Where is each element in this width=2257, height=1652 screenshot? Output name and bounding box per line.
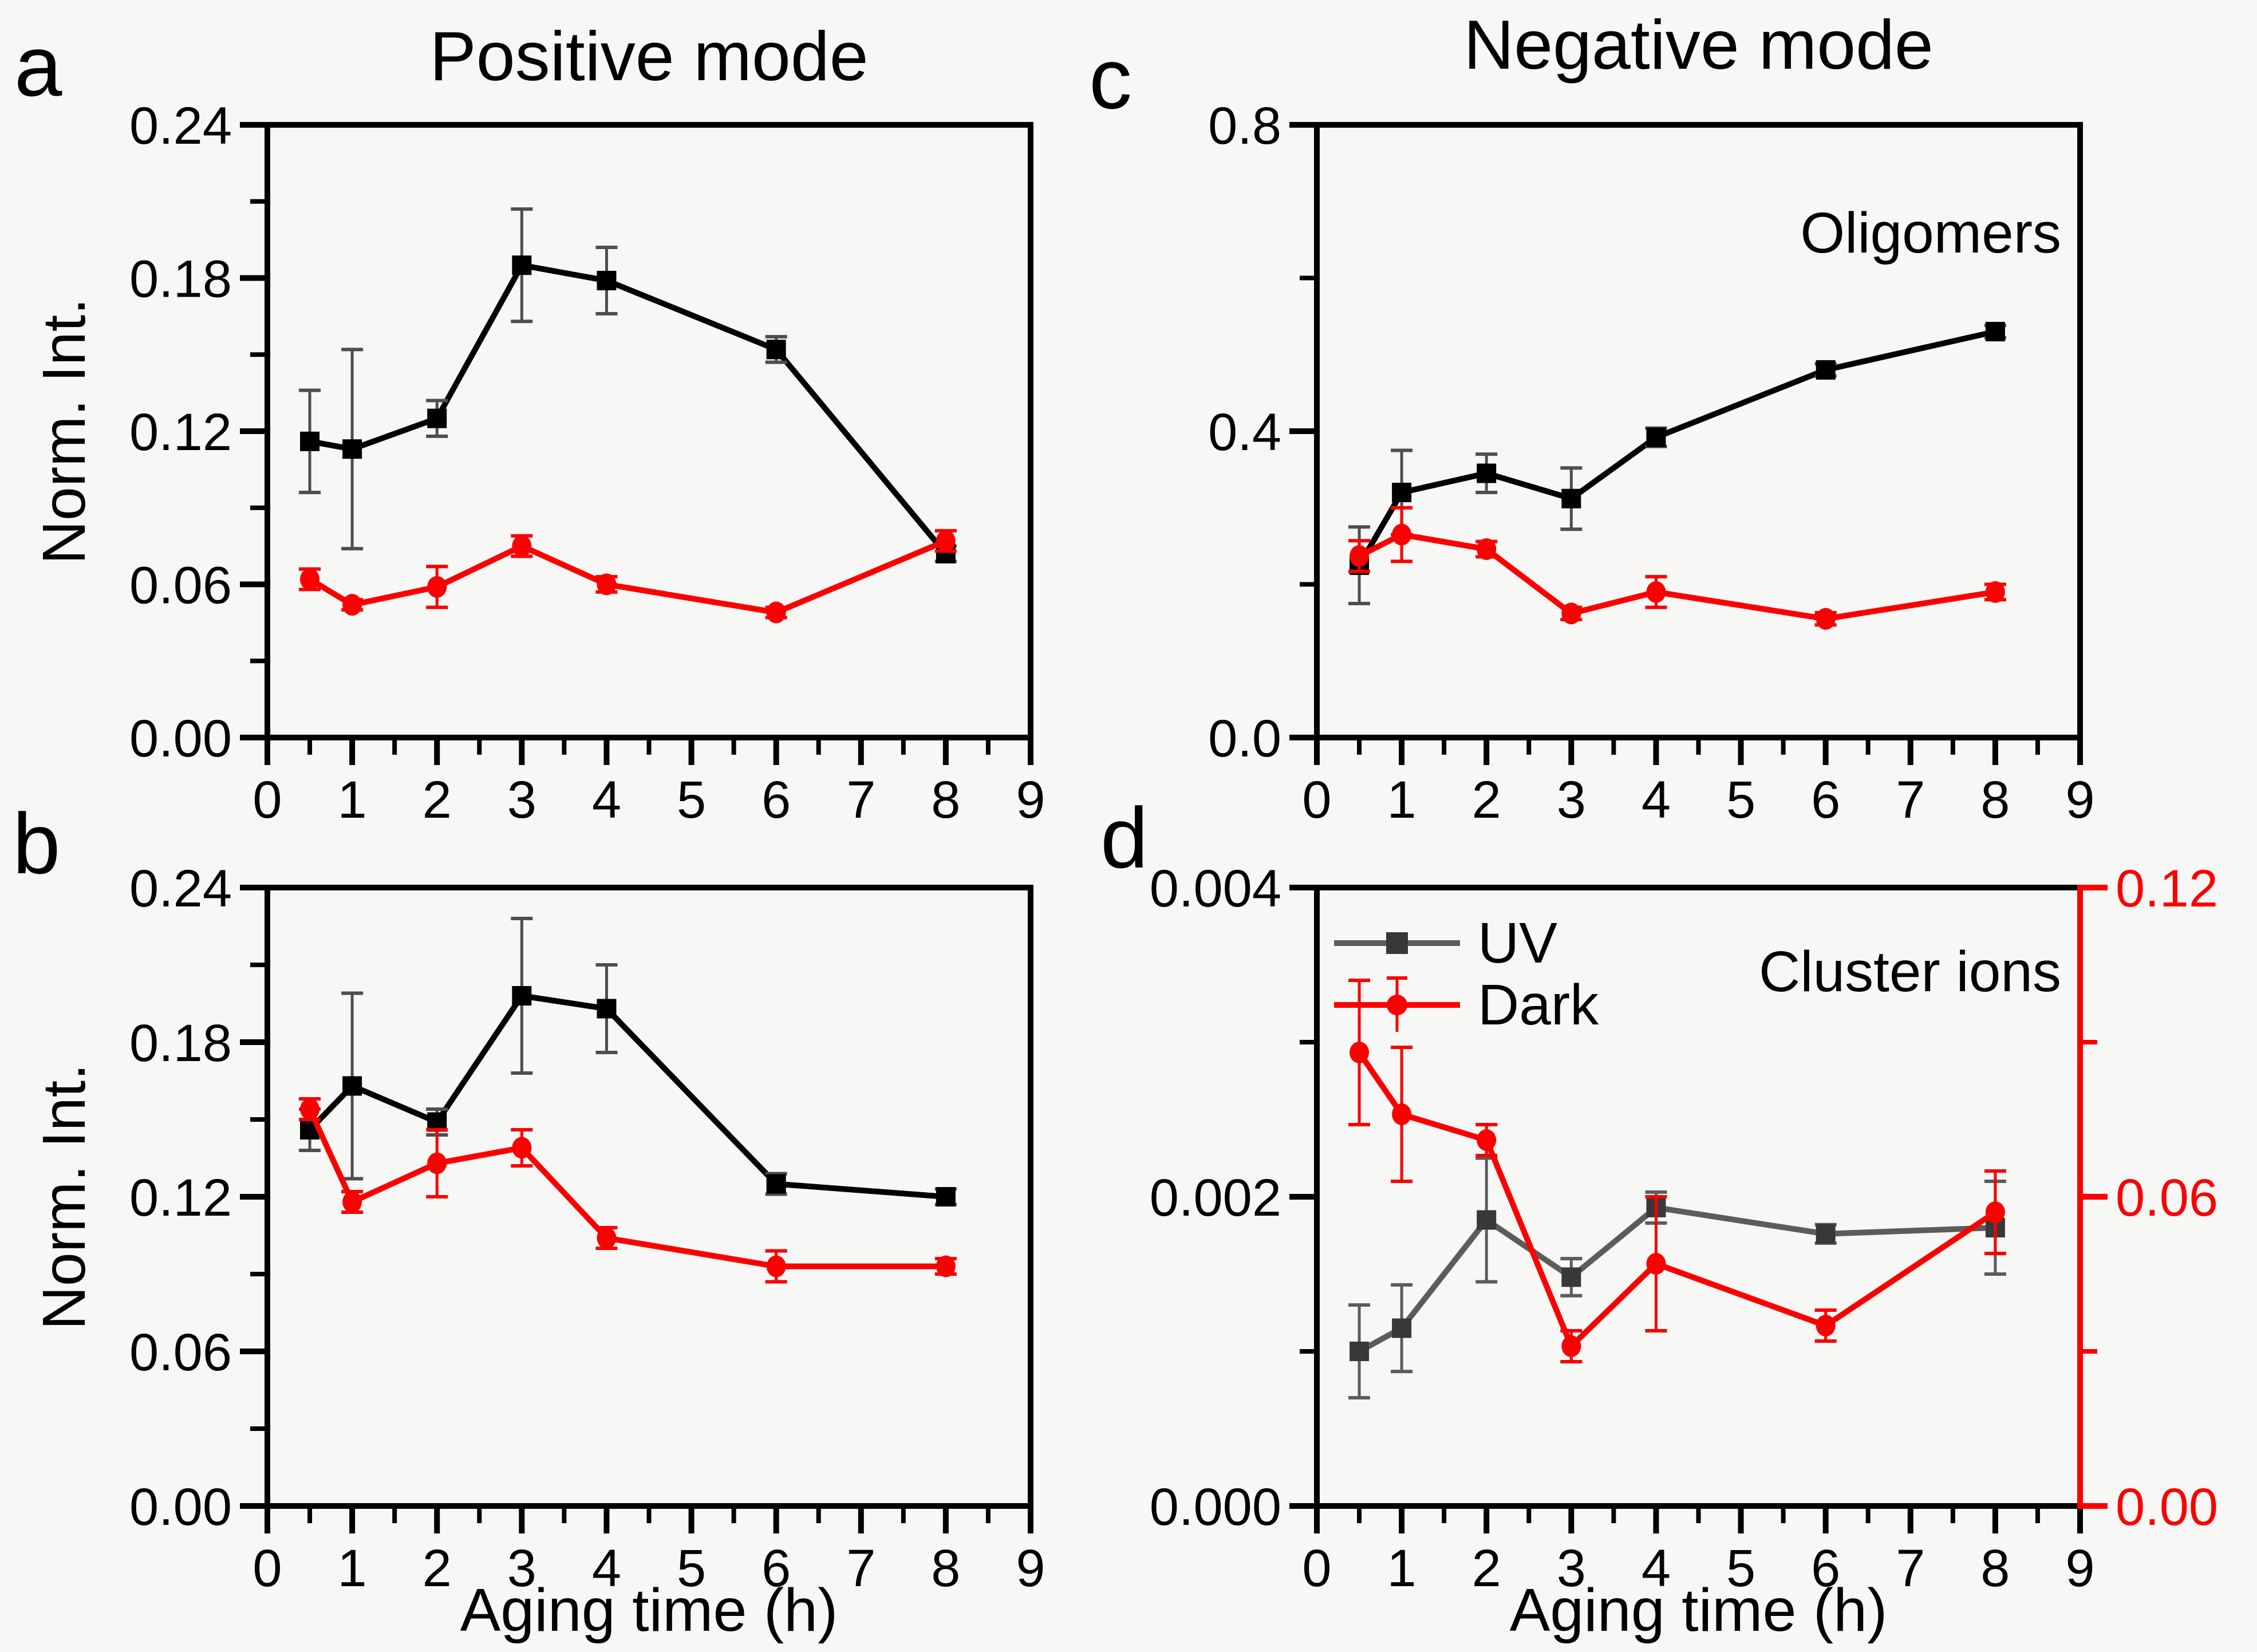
svg-text:9: 9 bbox=[1016, 1539, 1045, 1598]
panel-d-dark-series bbox=[1348, 979, 2006, 1363]
svg-text:0.24: 0.24 bbox=[129, 97, 232, 155]
legend-uv-square bbox=[1386, 932, 1408, 954]
svg-text:7: 7 bbox=[846, 771, 875, 829]
svg-text:7: 7 bbox=[1896, 771, 1925, 829]
svg-text:1: 1 bbox=[338, 1539, 367, 1598]
svg-text:0.06: 0.06 bbox=[129, 557, 232, 615]
svg-text:6: 6 bbox=[761, 771, 791, 829]
svg-text:0.004: 0.004 bbox=[1150, 859, 1281, 918]
svg-text:6: 6 bbox=[1811, 771, 1840, 829]
svg-text:4: 4 bbox=[592, 771, 621, 829]
svg-text:9: 9 bbox=[2065, 1539, 2094, 1598]
svg-text:5: 5 bbox=[677, 1539, 706, 1598]
svg-text:4: 4 bbox=[1642, 1539, 1671, 1598]
svg-text:1: 1 bbox=[338, 771, 367, 829]
panel-c-plot: 0.0 0.4 0.8 0 1 2 3 4 5 6 7 8 9 bbox=[1208, 97, 2094, 829]
x-axis-title-panel-b: Aging time (h) bbox=[460, 1576, 838, 1644]
y-axis-title-panel-a: Norm. Int. bbox=[30, 298, 98, 565]
svg-text:0.002: 0.002 bbox=[1150, 1169, 1281, 1227]
svg-text:9: 9 bbox=[2065, 771, 2094, 829]
column-title-positive-mode: Positive mode bbox=[429, 17, 869, 95]
svg-text:9: 9 bbox=[1016, 771, 1045, 829]
annotation-cluster-ions: Cluster ions bbox=[1759, 940, 2061, 1004]
svg-text:2: 2 bbox=[423, 1539, 452, 1598]
svg-text:0: 0 bbox=[252, 771, 282, 829]
panel-a-dark-series bbox=[299, 529, 957, 624]
svg-text:8: 8 bbox=[1980, 1539, 2010, 1598]
svg-text:0: 0 bbox=[252, 1539, 282, 1598]
svg-text:0.18: 0.18 bbox=[129, 1014, 232, 1073]
svg-text:8: 8 bbox=[1980, 771, 2010, 829]
svg-text:0.00: 0.00 bbox=[129, 709, 232, 768]
panel-letter-b: b bbox=[13, 795, 61, 892]
legend-uv-marker-icon bbox=[1334, 932, 1460, 954]
panel-letter-c: c bbox=[1089, 30, 1132, 127]
svg-text:1: 1 bbox=[1387, 1539, 1416, 1598]
svg-text:0.12: 0.12 bbox=[2116, 859, 2218, 918]
annotation-oligomers: Oligomers bbox=[1800, 201, 2061, 265]
panel-b-uv-series bbox=[299, 917, 957, 1207]
svg-text:3: 3 bbox=[507, 771, 536, 829]
svg-text:3: 3 bbox=[1557, 1539, 1586, 1598]
legend-item-dark: Dark bbox=[1331, 973, 1599, 1036]
panel-b-dark-series bbox=[299, 1097, 957, 1284]
svg-text:0.00: 0.00 bbox=[2116, 1478, 2218, 1536]
svg-text:4: 4 bbox=[592, 1539, 621, 1598]
svg-text:4: 4 bbox=[1642, 771, 1671, 829]
panel-letter-a: a bbox=[14, 18, 62, 114]
legend-item-uv: UV bbox=[1331, 912, 1557, 975]
svg-text:8: 8 bbox=[931, 771, 960, 829]
y-axis-title-panel-b: Norm. Int. bbox=[30, 1063, 98, 1330]
svg-text:0.12: 0.12 bbox=[129, 403, 232, 462]
svg-text:1: 1 bbox=[1387, 771, 1416, 829]
svg-text:2: 2 bbox=[1472, 1539, 1501, 1598]
legend-uv-label: UV bbox=[1478, 911, 1557, 975]
svg-text:8: 8 bbox=[931, 1539, 960, 1598]
svg-text:0.24: 0.24 bbox=[129, 859, 232, 918]
svg-text:0.00: 0.00 bbox=[129, 1478, 232, 1536]
panel-c-uv-series bbox=[1348, 322, 2006, 605]
legend-dark-label: Dark bbox=[1478, 973, 1599, 1037]
svg-text:7: 7 bbox=[1896, 1539, 1925, 1598]
svg-text:5: 5 bbox=[1726, 1539, 1755, 1598]
svg-text:0.06: 0.06 bbox=[129, 1323, 232, 1382]
svg-text:0: 0 bbox=[1302, 771, 1331, 829]
svg-text:3: 3 bbox=[507, 1539, 536, 1598]
svg-text:0.8: 0.8 bbox=[1208, 97, 1281, 155]
column-title-negative-mode: Negative mode bbox=[1463, 6, 1934, 84]
svg-text:3: 3 bbox=[1557, 771, 1586, 829]
svg-text:5: 5 bbox=[677, 771, 706, 829]
svg-text:0: 0 bbox=[1302, 1539, 1331, 1598]
panel-b-plot: 0.00 0.06 0.12 0.18 0.24 0 1 2 3 4 5 6 7 8 9 bbox=[129, 859, 1045, 1598]
panel-d-uv-series bbox=[1348, 1156, 2006, 1399]
svg-text:2: 2 bbox=[423, 771, 452, 829]
svg-text:2: 2 bbox=[1472, 771, 1501, 829]
svg-text:6: 6 bbox=[761, 1539, 791, 1598]
panel-a-plot: 0.00 0.06 0.12 0.18 0.24 0 1 2 3 4 5 6 7 8 9 bbox=[129, 97, 1045, 829]
svg-text:5: 5 bbox=[1726, 771, 1755, 829]
panel-letter-d: d bbox=[1100, 790, 1149, 886]
panel-a-uv-series bbox=[299, 207, 957, 563]
x-axis-title-panel-d: Aging time (h) bbox=[1509, 1576, 1888, 1644]
panel-d-plot: 0.000 0.002 0.004 0.00 0.06 0.12 0 1 2 3 4 5 6 7 8 9 bbox=[1150, 859, 2218, 1598]
svg-text:7: 7 bbox=[846, 1539, 875, 1598]
svg-text:0.12: 0.12 bbox=[129, 1169, 232, 1227]
svg-text:0.06: 0.06 bbox=[2116, 1169, 2218, 1227]
svg-text:0.000: 0.000 bbox=[1150, 1478, 1281, 1536]
svg-text:0.0: 0.0 bbox=[1208, 709, 1281, 768]
panel-c-dark-series bbox=[1348, 506, 2006, 630]
legend-dark-marker-icon bbox=[1334, 976, 1460, 1032]
svg-text:0.18: 0.18 bbox=[129, 250, 232, 309]
svg-text:0.4: 0.4 bbox=[1208, 403, 1281, 462]
legend-dark-circle bbox=[1387, 995, 1407, 1015]
svg-text:6: 6 bbox=[1811, 1539, 1840, 1598]
